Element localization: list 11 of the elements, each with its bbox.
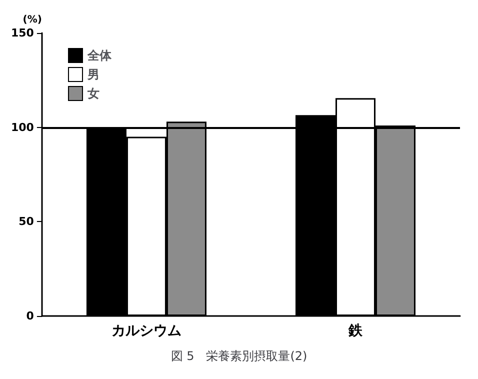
legend-label: 男 — [86, 68, 100, 82]
legend-label: 女 — [86, 86, 100, 100]
y-axis-title: (%) — [22, 14, 42, 26]
y-tick-label: 150 — [10, 26, 34, 40]
legend-label: 全体 — [86, 48, 112, 62]
text: 図 5 栄養素別摂取量(2) — [170, 349, 308, 363]
y-tick-label: 0 — [26, 310, 34, 322]
x-tick-label: カルシウム — [111, 323, 182, 339]
y-tick-label: 100 — [10, 120, 34, 134]
x-tick-label: 鉄 — [347, 323, 364, 339]
y-tick-label: 50 — [18, 215, 34, 228]
